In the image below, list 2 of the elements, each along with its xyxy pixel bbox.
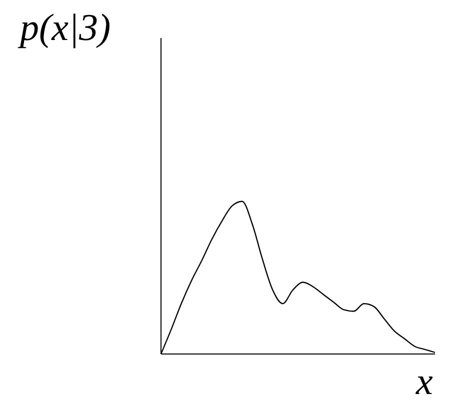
x-axis-title: x (416, 360, 433, 404)
y-axis-title: p(x|3) (20, 6, 111, 50)
